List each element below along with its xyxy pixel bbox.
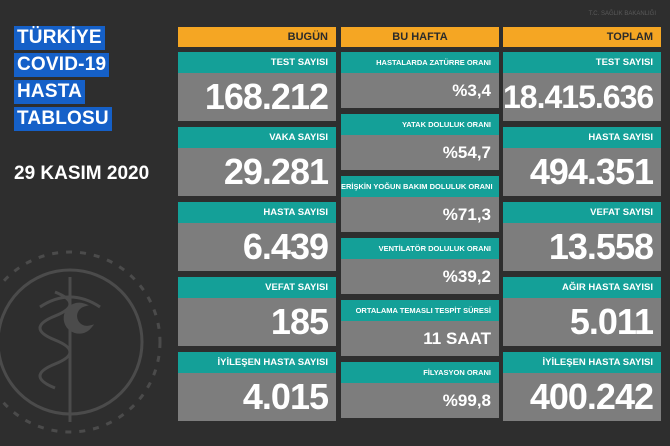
- stat-card-total-recovered: İYİLEŞEN HASTA SAYISI 400.242: [503, 352, 661, 421]
- stat-label: HASTALARDA ZATÜRRE ORANI: [341, 52, 499, 73]
- stat-value: %71,3: [442, 205, 491, 224]
- today-column: BUGÜN TEST SAYISI 168.212 VAKA SAYISI 29…: [178, 27, 336, 427]
- stat-card-today-tests: TEST SAYISI 168.212: [178, 52, 336, 121]
- stat-card-today-cases: VAKA SAYISI 29.281: [178, 127, 336, 196]
- stat-value: %39,2: [442, 267, 491, 286]
- title-line: TABLOSU: [14, 107, 112, 131]
- column-header-week: BU HAFTA: [341, 27, 499, 47]
- page-title: TÜRKİYE COVID-19 HASTA TABLOSU: [14, 26, 112, 134]
- stat-card-filiation-rate: FİLYASYON ORANI %99,8: [341, 362, 499, 418]
- stat-value: 11 SAAT: [423, 329, 491, 348]
- stat-card-ventilator-occupancy: VENTİLATÖR DOLULUK ORANI %39,2: [341, 238, 499, 294]
- column-header-total: TOPLAM: [503, 27, 661, 47]
- stat-value: 400.242: [529, 376, 654, 417]
- stat-label: FİLYASYON ORANI: [341, 362, 499, 383]
- stat-card-total-deaths: VEFAT SAYISI 13.558: [503, 202, 661, 271]
- stat-label: İYİLEŞEN HASTA SAYISI: [503, 352, 661, 373]
- stat-value: %3,4: [452, 81, 491, 100]
- stat-label: YATAK DOLULUK ORANI: [341, 114, 499, 135]
- stat-value: 29.281: [223, 151, 329, 192]
- title-line: COVID-19: [14, 53, 110, 77]
- report-date: 29 KASIM 2020: [14, 163, 150, 184]
- stat-card-today-deaths: VEFAT SAYISI 185: [178, 277, 336, 346]
- total-column: TOPLAM TEST SAYISI 18.415.636 HASTA SAYI…: [503, 27, 661, 427]
- stat-value: %54,7: [442, 143, 491, 162]
- stat-value: 18.415.636: [503, 79, 654, 115]
- stat-label: İYİLEŞEN HASTA SAYISI: [178, 352, 336, 373]
- stat-card-total-patients: HASTA SAYISI 494.351: [503, 127, 661, 196]
- stat-label: VENTİLATÖR DOLULUK ORANI: [341, 238, 499, 259]
- ministry-emblem-icon: [0, 250, 162, 434]
- stat-card-today-patients: HASTA SAYISI 6.439: [178, 202, 336, 271]
- stat-label: AĞIR HASTA SAYISI: [503, 277, 661, 298]
- stat-label: TEST SAYISI: [503, 52, 661, 73]
- stat-value: 168.212: [204, 76, 329, 117]
- stat-label: VAKA SAYISI: [178, 127, 336, 148]
- stat-card-bed-occupancy: YATAK DOLULUK ORANI %54,7: [341, 114, 499, 170]
- stat-label: VEFAT SAYISI: [503, 202, 661, 223]
- stat-card-contact-tracing-time: ORTALAMA TEMASLI TESPİT SÜRESİ 11 SAAT: [341, 300, 499, 356]
- week-column: BU HAFTA HASTALARDA ZATÜRRE ORANI %3,4 Y…: [341, 27, 499, 424]
- stat-value: 13.558: [548, 226, 654, 267]
- stat-label: HASTA SAYISI: [178, 202, 336, 223]
- stat-label: VEFAT SAYISI: [178, 277, 336, 298]
- stat-value: 494.351: [529, 151, 654, 192]
- stat-value: 4.015: [242, 376, 329, 417]
- stat-value: 185: [270, 301, 329, 342]
- stat-value: 5.011: [569, 301, 654, 342]
- column-header-today: BUGÜN: [178, 27, 336, 47]
- stat-label: TEST SAYISI: [178, 52, 336, 73]
- stat-value: 6.439: [242, 226, 329, 267]
- stat-card-icu-occupancy: ERİŞKİN YOĞUN BAKIM DOLULUK ORANI %71,3: [341, 176, 499, 232]
- watermark-text: T.C. SAĞLIK BAKANLIĞI: [588, 11, 656, 17]
- title-line: TÜRKİYE: [14, 26, 105, 50]
- title-line: HASTA: [14, 80, 86, 104]
- stat-label: ERİŞKİN YOĞUN BAKIM DOLULUK ORANI: [341, 176, 499, 197]
- stat-card-today-recovered: İYİLEŞEN HASTA SAYISI 4.015: [178, 352, 336, 421]
- stat-card-total-critical: AĞIR HASTA SAYISI 5.011: [503, 277, 661, 346]
- stat-value: %99,8: [442, 391, 491, 410]
- stat-card-pneumonia-rate: HASTALARDA ZATÜRRE ORANI %3,4: [341, 52, 499, 108]
- stat-card-total-tests: TEST SAYISI 18.415.636: [503, 52, 661, 121]
- stat-label: HASTA SAYISI: [503, 127, 661, 148]
- stat-label: ORTALAMA TEMASLI TESPİT SÜRESİ: [341, 300, 499, 321]
